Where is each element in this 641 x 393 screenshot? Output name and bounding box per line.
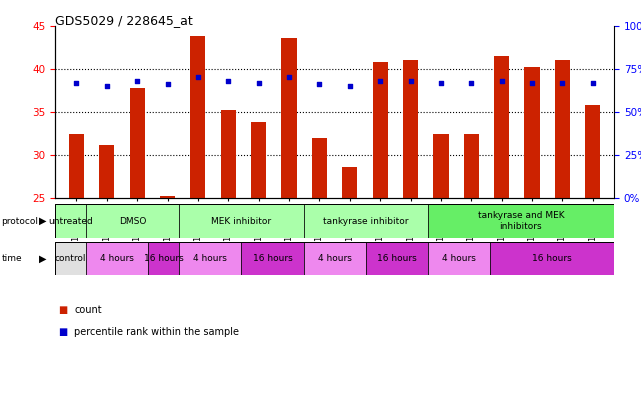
- Bar: [365, 242, 428, 275]
- Point: [284, 74, 294, 81]
- Bar: [312, 138, 327, 198]
- Bar: [179, 242, 242, 275]
- Bar: [494, 56, 509, 198]
- Bar: [342, 167, 358, 198]
- Point: [223, 78, 233, 84]
- Point: [162, 81, 172, 88]
- Bar: [160, 196, 175, 198]
- Text: ■: ■: [58, 327, 67, 337]
- Bar: [129, 88, 145, 198]
- Point: [314, 81, 324, 88]
- Text: protocol: protocol: [1, 217, 38, 226]
- Bar: [524, 67, 540, 198]
- Text: ■: ■: [58, 305, 67, 316]
- Bar: [433, 134, 449, 198]
- Point: [436, 79, 446, 86]
- Bar: [428, 204, 614, 238]
- Bar: [179, 204, 304, 238]
- Point: [588, 79, 598, 86]
- Point: [405, 78, 415, 84]
- Point: [193, 74, 203, 81]
- Text: DMSO: DMSO: [119, 217, 146, 226]
- Text: 4 hours: 4 hours: [194, 254, 228, 263]
- Bar: [403, 60, 418, 198]
- Point: [102, 83, 112, 89]
- Text: 16 hours: 16 hours: [532, 254, 572, 263]
- Point: [466, 79, 476, 86]
- Text: untreated: untreated: [48, 217, 93, 226]
- Point: [345, 83, 355, 89]
- Bar: [463, 134, 479, 198]
- Bar: [148, 242, 179, 275]
- Text: 4 hours: 4 hours: [442, 254, 476, 263]
- Point: [557, 79, 567, 86]
- Bar: [55, 204, 86, 238]
- Bar: [190, 36, 206, 198]
- Text: 16 hours: 16 hours: [377, 254, 417, 263]
- Text: 16 hours: 16 hours: [253, 254, 292, 263]
- Text: tankyrase and MEK
inhibitors: tankyrase and MEK inhibitors: [478, 211, 564, 231]
- Bar: [242, 242, 304, 275]
- Point: [527, 79, 537, 86]
- Bar: [99, 145, 114, 198]
- Bar: [55, 242, 86, 275]
- Point: [71, 79, 81, 86]
- Text: GDS5029 / 228645_at: GDS5029 / 228645_at: [55, 14, 193, 27]
- Text: 4 hours: 4 hours: [318, 254, 351, 263]
- Bar: [372, 62, 388, 198]
- Bar: [251, 122, 266, 198]
- Text: ▶: ▶: [39, 216, 47, 226]
- Text: time: time: [1, 254, 22, 263]
- Text: 16 hours: 16 hours: [144, 254, 184, 263]
- Bar: [585, 105, 601, 198]
- Bar: [221, 110, 236, 198]
- Point: [254, 79, 264, 86]
- Text: 4 hours: 4 hours: [100, 254, 134, 263]
- Bar: [69, 134, 84, 198]
- Bar: [304, 204, 428, 238]
- Bar: [86, 242, 148, 275]
- Text: tankyrase inhibitor: tankyrase inhibitor: [323, 217, 408, 226]
- Text: percentile rank within the sample: percentile rank within the sample: [74, 327, 239, 337]
- Bar: [281, 38, 297, 198]
- Text: ▶: ▶: [39, 253, 47, 263]
- Text: MEK inhibitor: MEK inhibitor: [212, 217, 272, 226]
- Bar: [490, 242, 614, 275]
- Text: count: count: [74, 305, 102, 316]
- Bar: [86, 204, 179, 238]
- Bar: [555, 60, 570, 198]
- Point: [497, 78, 507, 84]
- Bar: [428, 242, 490, 275]
- Text: control: control: [55, 254, 87, 263]
- Point: [132, 78, 142, 84]
- Point: [375, 78, 385, 84]
- Bar: [304, 242, 365, 275]
